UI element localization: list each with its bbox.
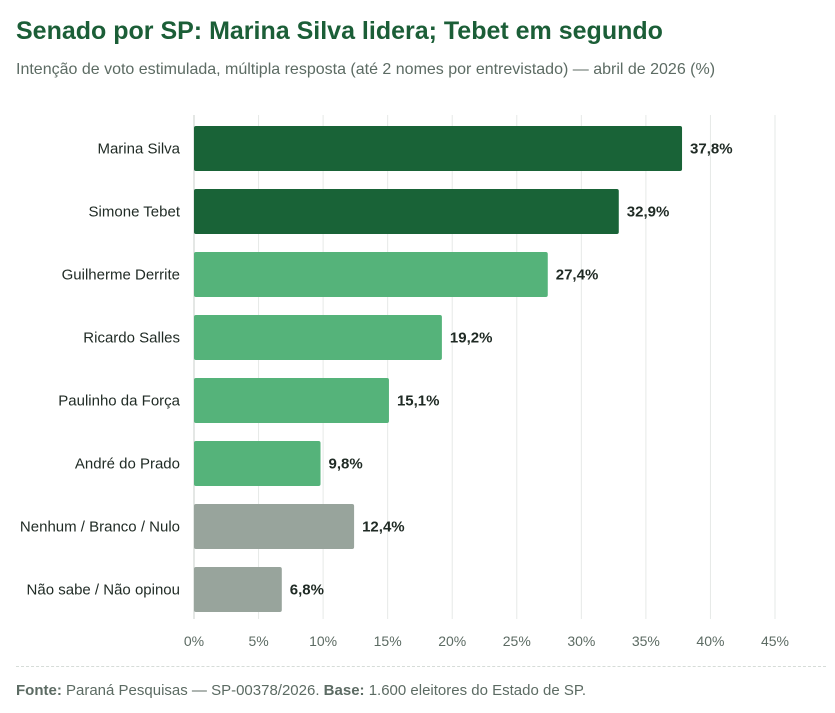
bar: [194, 567, 282, 612]
x-tick-label: 5%: [248, 633, 268, 649]
bar: [194, 126, 683, 171]
bar: [194, 315, 442, 360]
base-label: Base:: [323, 682, 365, 699]
x-tick-label: 35%: [632, 633, 660, 649]
x-tick-label: 0%: [184, 633, 204, 649]
category-label: Simone Tebet: [89, 204, 181, 221]
category-label: Não sabe / Não opinou: [27, 582, 180, 599]
x-tick-label: 40%: [696, 633, 724, 649]
x-tick-label: 30%: [567, 633, 595, 649]
value-label: 6,8%: [290, 582, 324, 599]
category-label: Ricardo Salles: [83, 330, 180, 347]
category-label: Nenhum / Branco / Nulo: [20, 519, 180, 536]
value-label: 27,4%: [556, 267, 599, 284]
bar-chart: Marina Silva Simone Tebet Guilherme Derrit…: [20, 115, 789, 649]
value-label: 9,8%: [329, 456, 363, 473]
category-label: Marina Silva: [97, 141, 180, 158]
x-axis-ticks: 0% 5% 10% 15% 20% 25% 30% 35% 40% 45%: [184, 633, 789, 649]
x-tick-label: 25%: [503, 633, 531, 649]
bar: [194, 504, 355, 549]
value-label: 32,9%: [627, 204, 670, 221]
bar: [194, 189, 619, 234]
source-label: Fonte:: [16, 682, 62, 699]
x-tick-label: 20%: [438, 633, 466, 649]
value-labels: 37,8% 32,9% 27,4% 19,2% 15,1% 9,8% 12,4% 6,8%: [290, 141, 733, 599]
value-label: 15,1%: [397, 393, 440, 410]
value-label: 37,8%: [690, 141, 733, 158]
x-tick-label: 10%: [309, 633, 337, 649]
bar: [194, 378, 389, 423]
bar: [194, 252, 548, 297]
category-label: Guilherme Derrite: [62, 267, 180, 284]
bar: [194, 441, 321, 486]
base-text: 1.600 eleitores do Estado de SP.: [364, 682, 587, 699]
category-label: André do Prado: [75, 456, 180, 473]
source-text: Paraná Pesquisas — SP-00378/2026.: [61, 682, 324, 699]
category-label: Paulinho da Força: [58, 393, 180, 410]
source-note: Fonte: Paraná Pesquisas — SP-00378/2026.…: [16, 682, 586, 699]
x-tick-label: 15%: [374, 633, 402, 649]
chart-title: Senado por SP: Marina Silva lidera; Tebe…: [16, 17, 663, 45]
x-tick-label: 45%: [761, 633, 789, 649]
value-label: 19,2%: [450, 330, 493, 347]
value-label: 12,4%: [362, 519, 405, 536]
category-labels: Marina Silva Simone Tebet Guilherme Derrit…: [20, 141, 181, 599]
bars: [194, 126, 683, 612]
footer-divider: [16, 666, 826, 667]
chart-subtitle: Intenção de voto estimulada, múltipla re…: [16, 61, 716, 78]
